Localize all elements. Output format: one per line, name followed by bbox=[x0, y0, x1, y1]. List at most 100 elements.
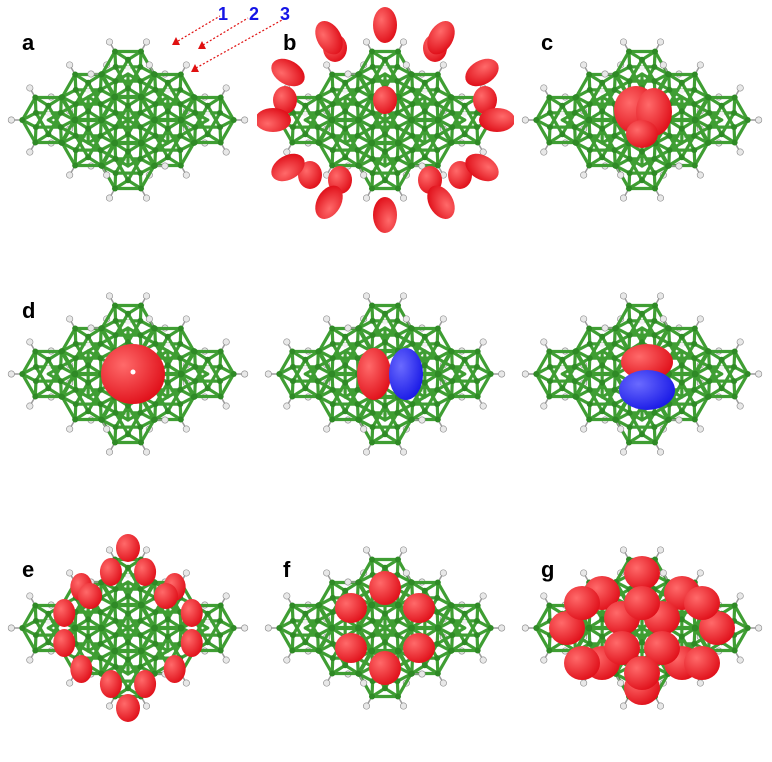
site-label-1: 1 bbox=[218, 4, 229, 24]
carbon-atom bbox=[137, 155, 144, 162]
bond bbox=[206, 104, 222, 129]
orbital-lobe bbox=[116, 534, 140, 562]
bond bbox=[179, 72, 196, 99]
center-hydrogen bbox=[130, 369, 136, 375]
interior-hydrogen bbox=[679, 88, 685, 94]
carbon-atom bbox=[666, 132, 673, 139]
carbon-atom bbox=[586, 101, 593, 108]
hydrogen-atom bbox=[363, 702, 371, 710]
carbon-atom bbox=[559, 102, 566, 109]
carbon-atom bbox=[546, 647, 553, 654]
carbon-atom bbox=[599, 408, 606, 415]
bond bbox=[291, 104, 307, 129]
hydrogen-atom bbox=[402, 61, 410, 69]
carbon-atom bbox=[85, 79, 92, 86]
carbon-atom bbox=[705, 139, 712, 146]
hydrogen-atom bbox=[344, 324, 352, 332]
carbon-atom bbox=[434, 401, 441, 408]
carbon-atom bbox=[329, 355, 336, 362]
carbon-atom bbox=[599, 108, 606, 115]
carbon-atom bbox=[487, 371, 494, 377]
hydrogen-atom bbox=[755, 624, 763, 632]
bond bbox=[423, 388, 439, 413]
carbon-atom bbox=[137, 63, 144, 70]
panel-g bbox=[514, 508, 771, 762]
carbon-atom bbox=[395, 48, 401, 55]
carbon-atom bbox=[151, 325, 158, 332]
carbon-atom bbox=[177, 416, 184, 423]
bond bbox=[317, 649, 334, 676]
carbon-atom bbox=[356, 71, 362, 77]
hydrogen-atom bbox=[659, 61, 667, 69]
orbital-lobe bbox=[619, 370, 675, 410]
panel-b bbox=[257, 0, 514, 254]
carbon-atom bbox=[137, 663, 144, 670]
hydrogen-atom bbox=[657, 194, 665, 202]
carbon-atom bbox=[474, 632, 481, 639]
panel-c bbox=[514, 0, 771, 254]
carbon-atom bbox=[137, 170, 144, 177]
bond bbox=[560, 372, 604, 399]
orbital-lobe bbox=[335, 633, 367, 663]
carbon-atom bbox=[571, 124, 578, 131]
carbon-atom bbox=[692, 117, 699, 123]
carbon-atom bbox=[586, 355, 593, 362]
orbital-lobe bbox=[180, 629, 203, 658]
carbon-atom bbox=[394, 424, 401, 431]
hydrogen-atom bbox=[283, 656, 291, 664]
bond bbox=[317, 72, 334, 99]
hydrogen-atom bbox=[360, 171, 368, 179]
bond bbox=[317, 141, 334, 168]
interior-hydrogen bbox=[342, 342, 348, 348]
carbon-atom bbox=[448, 139, 455, 146]
carbon-atom bbox=[434, 71, 441, 78]
carbon-atom bbox=[354, 147, 361, 154]
carbon-atom bbox=[395, 140, 401, 147]
hydrogen-atom bbox=[161, 416, 169, 424]
orbital-lobe bbox=[116, 694, 140, 722]
carbon-atom bbox=[125, 639, 131, 646]
bond bbox=[179, 141, 196, 168]
molecule-svg bbox=[521, 38, 763, 202]
carbon-atom bbox=[611, 147, 618, 154]
carbon-atom bbox=[368, 140, 375, 146]
carbon-atom bbox=[599, 79, 606, 86]
carbon-atom bbox=[191, 94, 198, 101]
bond bbox=[720, 111, 736, 136]
hydrogen-atom bbox=[344, 578, 352, 586]
hydrogen-atom bbox=[580, 61, 588, 69]
carbon-atom bbox=[276, 625, 283, 631]
panel-f bbox=[257, 508, 514, 762]
cluster-lattice bbox=[7, 38, 249, 202]
carbon-atom bbox=[276, 371, 283, 377]
carbon-atom bbox=[599, 616, 606, 623]
hydrogen-atom bbox=[363, 546, 371, 554]
panel-e bbox=[0, 508, 257, 762]
carbon-atom bbox=[217, 139, 224, 146]
bond bbox=[34, 111, 50, 136]
carbon-atom bbox=[718, 131, 725, 138]
hydrogen-atom bbox=[241, 624, 249, 632]
hydrogen-atom bbox=[620, 448, 628, 456]
interior-hydrogen bbox=[382, 319, 388, 325]
hydrogen-atom bbox=[580, 315, 588, 323]
hydrogen-atom bbox=[161, 162, 169, 170]
carbon-atom bbox=[315, 647, 322, 654]
carbon-atom bbox=[289, 647, 296, 654]
orbital-lobe bbox=[626, 120, 658, 148]
carbon-atom bbox=[177, 325, 184, 332]
bond bbox=[396, 418, 413, 445]
carbon-atom bbox=[369, 439, 375, 446]
bond bbox=[139, 164, 156, 191]
hydrogen-atom bbox=[696, 315, 704, 323]
carbon-atom bbox=[474, 647, 481, 654]
interior-hydrogen bbox=[302, 111, 308, 117]
orbital-lobe bbox=[624, 556, 660, 590]
bond bbox=[476, 349, 493, 376]
hydrogen-atom bbox=[617, 171, 625, 179]
bond bbox=[206, 612, 222, 637]
carbon-atom bbox=[57, 363, 64, 370]
bond bbox=[628, 58, 644, 83]
carbon-atom bbox=[302, 639, 309, 646]
carbon-atom bbox=[572, 139, 579, 146]
